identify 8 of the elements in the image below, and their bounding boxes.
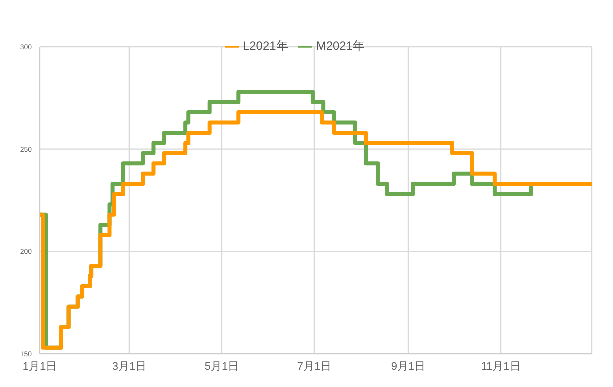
x-tick-label: 9月1日 xyxy=(391,360,426,373)
legend-label: M2021年 xyxy=(316,39,366,53)
x-tick-label: 7月1日 xyxy=(297,360,332,373)
x-tick-label: 3月1日 xyxy=(112,360,147,373)
x-tick-label: 11月1日 xyxy=(481,360,521,373)
legend-label: L2021年 xyxy=(242,39,288,53)
x-tick-label: 1月1日 xyxy=(22,360,58,373)
x-tick-label: 5月1日 xyxy=(204,360,240,373)
